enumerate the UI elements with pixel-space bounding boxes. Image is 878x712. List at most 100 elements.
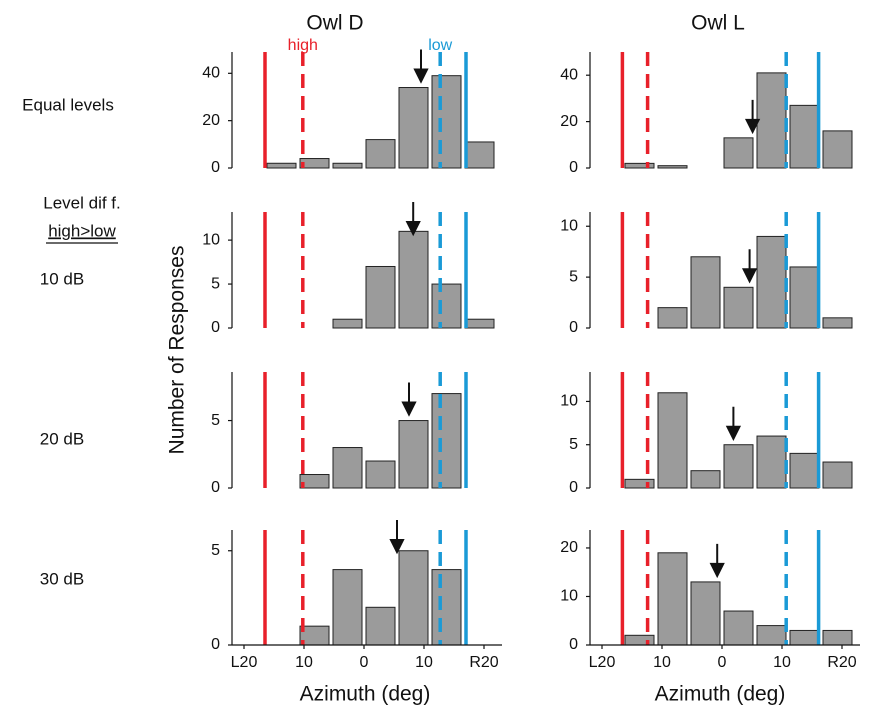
bar — [365, 460, 396, 489]
arrow — [744, 99, 761, 135]
bar — [624, 478, 655, 489]
bar — [756, 72, 787, 169]
y-tick-label: 20 — [560, 113, 578, 130]
x-tick-label: 0 — [360, 654, 369, 671]
y-tick-label: 5 — [569, 268, 578, 285]
column-title: Owl D — [306, 12, 363, 35]
x-tick-label: R20 — [469, 654, 498, 671]
arrow — [405, 202, 421, 237]
y-tick-label: 10 — [560, 217, 578, 234]
bar — [464, 141, 495, 169]
y-tick-label: 20 — [560, 539, 578, 556]
arrow — [725, 406, 742, 441]
x-tick-label: R20 — [827, 654, 856, 671]
bar — [431, 393, 462, 489]
bar — [723, 610, 754, 646]
bar — [723, 286, 754, 329]
bar — [299, 158, 330, 169]
bar — [657, 307, 688, 329]
bar — [690, 470, 721, 489]
bar — [690, 256, 721, 329]
bar — [690, 581, 721, 646]
bar — [398, 230, 429, 329]
bar — [657, 552, 688, 646]
bar — [431, 283, 462, 329]
bar — [398, 87, 429, 169]
x-tick-label: 10 — [773, 654, 791, 671]
x-tick-label: 0 — [718, 654, 727, 671]
bar — [398, 420, 429, 489]
bar — [756, 235, 787, 329]
y-tick-label: 0 — [569, 319, 578, 336]
bar — [657, 165, 688, 169]
bar — [332, 569, 363, 646]
row-label: 10 dB — [40, 269, 84, 288]
column-title: Owl L — [691, 12, 745, 35]
y-tick-label: 5 — [211, 542, 220, 559]
x-tick-label: L20 — [589, 654, 616, 671]
y-tick-label: 0 — [569, 159, 578, 176]
y-tick-label: 0 — [211, 479, 220, 496]
row-label: 20 dB — [40, 429, 84, 448]
bar — [365, 606, 396, 646]
bar — [266, 162, 297, 169]
y-tick-label: 0 — [211, 159, 220, 176]
row-label: high>low — [48, 221, 116, 240]
bar — [789, 266, 820, 329]
bar — [332, 318, 363, 329]
y-tick-label: 0 — [211, 319, 220, 336]
row-label: 30 dB — [40, 569, 84, 588]
y-tick-label: 5 — [211, 412, 220, 429]
x-axis-label: Azimuth (deg) — [655, 683, 786, 706]
bar — [756, 625, 787, 646]
speaker-label: low — [428, 37, 452, 54]
bar — [624, 162, 655, 169]
bar — [299, 474, 330, 489]
bar — [365, 139, 396, 169]
arrow — [741, 249, 758, 284]
bar — [431, 75, 462, 169]
y-tick-label: 10 — [202, 231, 220, 248]
bar — [822, 629, 853, 646]
bar — [431, 569, 462, 646]
y-tick-label: 0 — [569, 636, 578, 653]
arrow — [709, 543, 725, 579]
arrow — [401, 382, 417, 417]
x-tick-label: 10 — [295, 654, 313, 671]
bar — [789, 629, 820, 646]
y-tick-label: 0 — [211, 636, 220, 653]
bar — [464, 318, 495, 329]
arrow — [389, 520, 405, 555]
bar — [332, 447, 363, 489]
bar — [789, 452, 820, 489]
y-tick-label: 5 — [211, 275, 220, 292]
bar — [332, 162, 363, 169]
bar — [365, 265, 396, 329]
y-tick-label: 0 — [569, 479, 578, 496]
y-tick-label: 10 — [560, 588, 578, 605]
y-tick-label: 40 — [560, 66, 578, 83]
bar — [657, 392, 688, 489]
x-tick-label: 10 — [415, 654, 433, 671]
y-tick-label: 10 — [560, 393, 578, 410]
bar — [723, 444, 754, 489]
bar — [822, 130, 853, 169]
x-tick-label: 10 — [653, 654, 671, 671]
bar — [789, 104, 820, 169]
bar — [822, 317, 853, 329]
row-label: Level dif f. — [43, 193, 121, 212]
bar — [723, 137, 754, 169]
x-axis-label: Azimuth (deg) — [300, 683, 431, 706]
bar — [398, 550, 429, 646]
bar — [822, 461, 853, 489]
y-tick-label: 20 — [202, 112, 220, 129]
row-label: Equal levels — [22, 95, 114, 114]
x-tick-label: L20 — [231, 654, 258, 671]
bar — [624, 634, 655, 646]
y-tick-label: 40 — [202, 65, 220, 82]
y-tick-label: 5 — [569, 436, 578, 453]
speaker-label: high — [288, 37, 318, 54]
bar — [756, 435, 787, 489]
arrow — [413, 49, 429, 84]
